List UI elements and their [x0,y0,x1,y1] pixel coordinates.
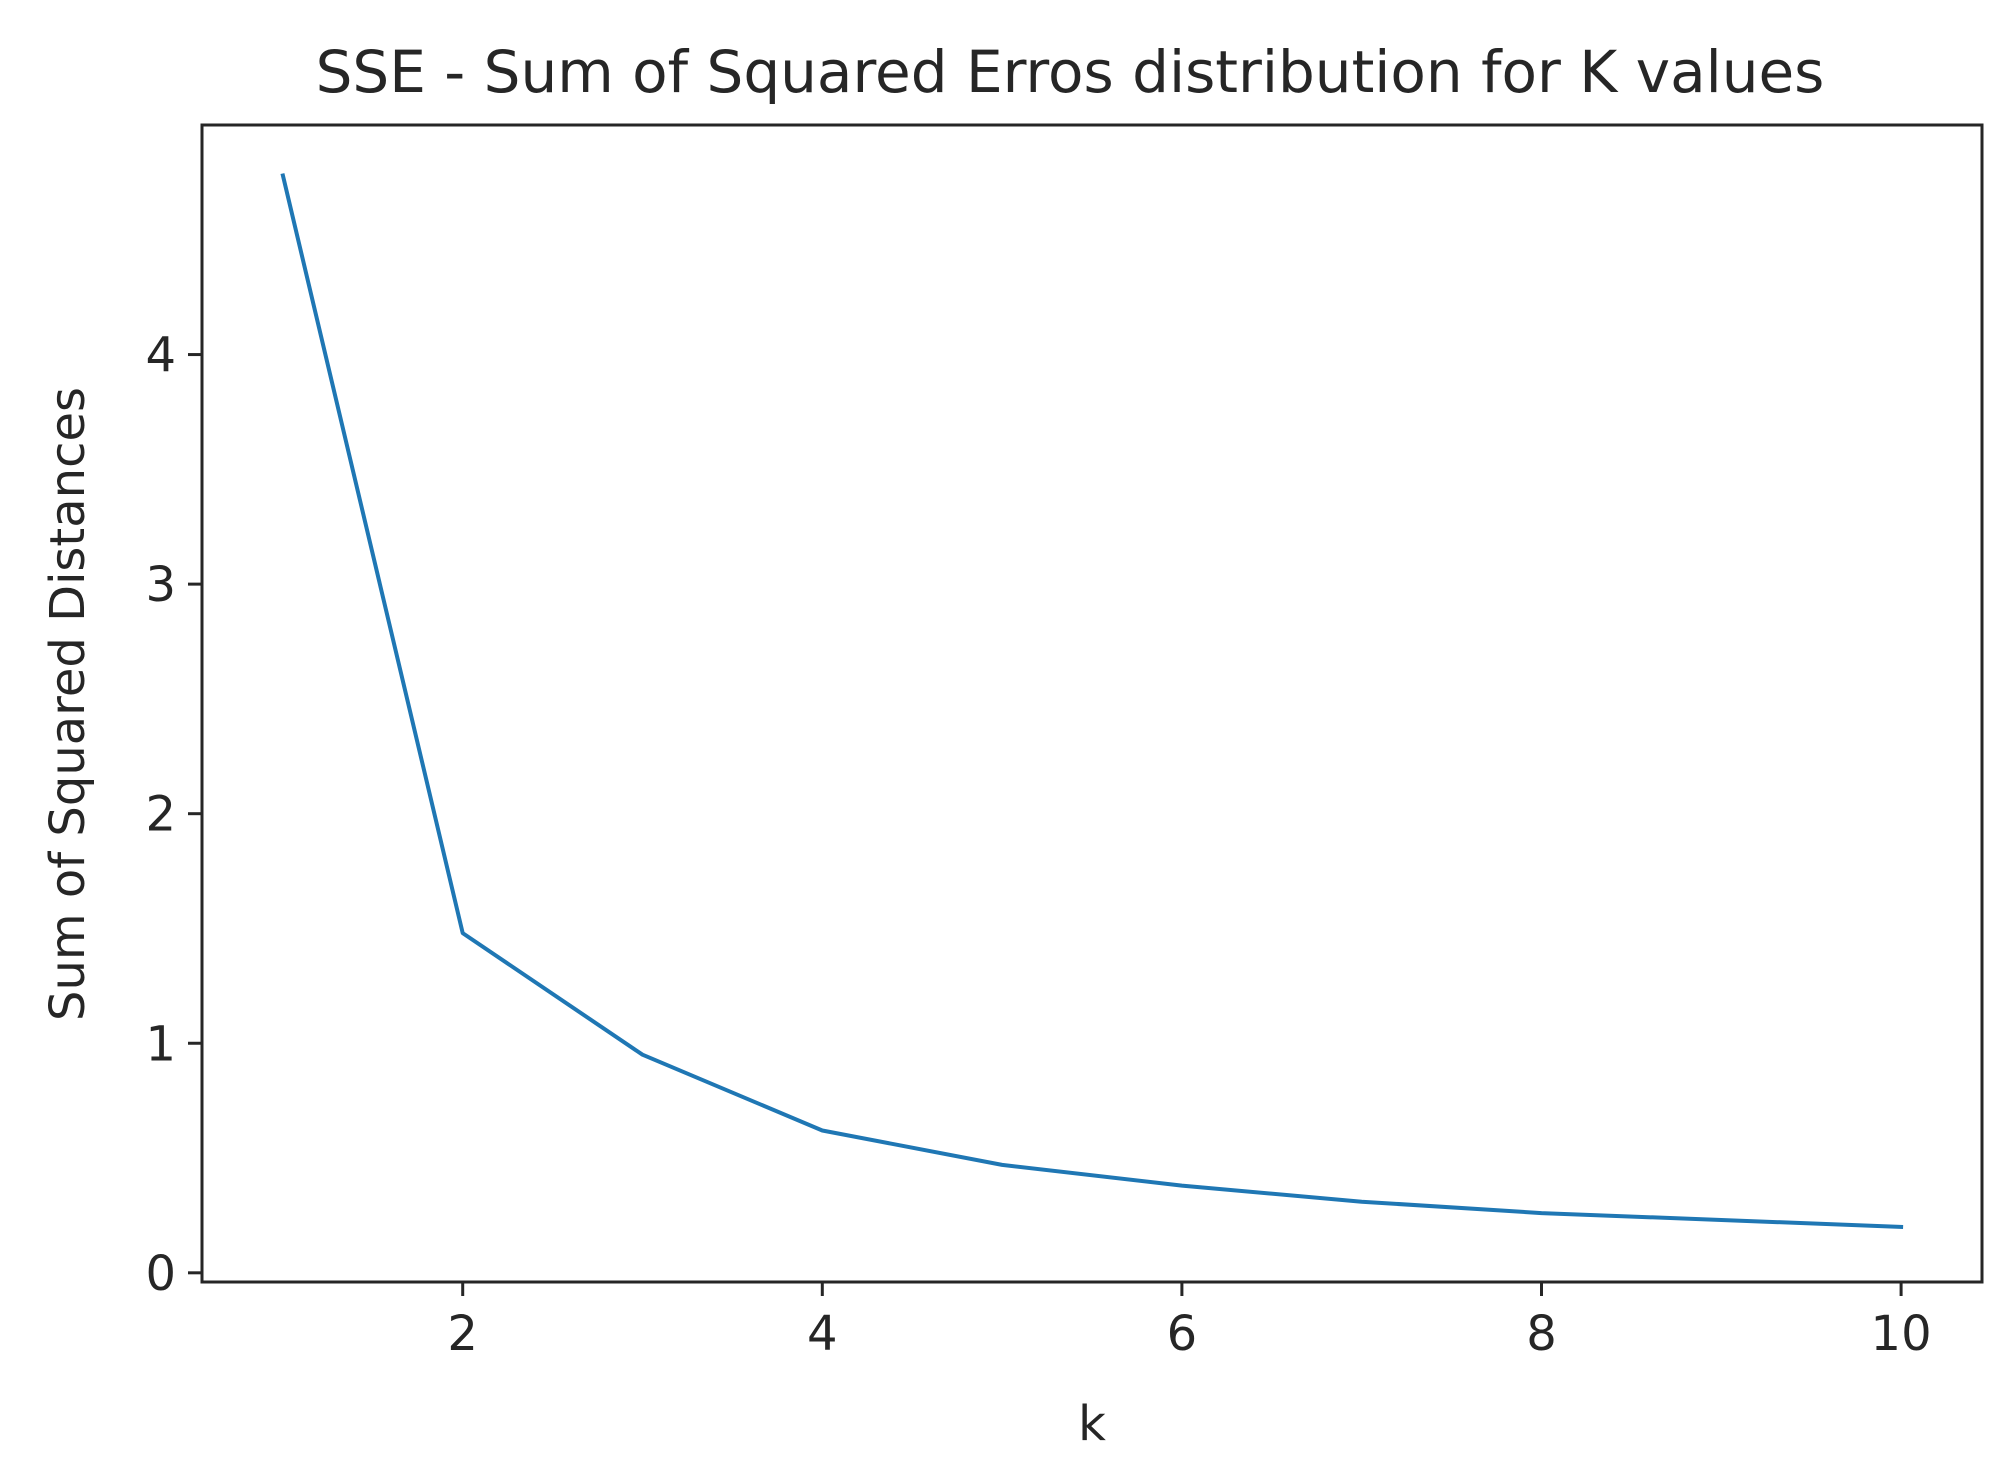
x-tick-label: 2 [447,1306,478,1362]
x-axis-ticks: 2 4 6 8 10 [447,1282,1932,1362]
y-tick-label: 1 [145,1016,176,1072]
x-tick-label: 10 [1871,1306,1932,1362]
series-line-0 [280,173,1904,1229]
y-axis-ticks: 0 1 2 3 4 [145,328,202,1302]
y-tick-label: 2 [145,787,176,843]
y-tick-label: 0 [145,1246,176,1302]
x-axis-label: k [1078,1396,1106,1452]
chart-title: SSE - Sum of Squared Erros distribution … [316,38,1825,106]
x-tick-label: 8 [1526,1306,1557,1362]
x-tick-label: 6 [1167,1306,1198,1362]
y-tick-label: 3 [145,557,176,613]
x-tick-label: 4 [807,1306,838,1362]
y-tick-label: 4 [145,328,176,384]
y-axis-label: Sum of Squared Distances [40,387,96,1021]
series-layer [280,173,1904,1229]
plot-area-frame [200,123,1984,1284]
